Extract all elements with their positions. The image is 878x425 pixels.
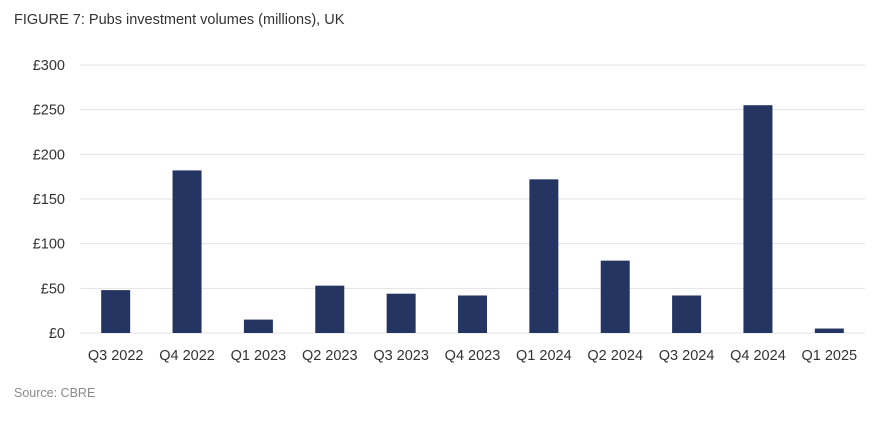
bar [386, 293, 416, 333]
bar [743, 105, 773, 333]
bar [672, 295, 702, 333]
y-tick-label: £150 [33, 192, 65, 208]
bar [101, 290, 131, 333]
x-tick-label: Q1 2024 [516, 348, 572, 364]
bars [101, 105, 844, 333]
x-tick-label: Q3 2022 [88, 348, 144, 364]
x-axis-ticks: Q3 2022 Q4 2022 Q1 2023 Q2 2023 Q3 2023 Q4 20… [88, 348, 857, 364]
x-tick-label: Q3 2023 [373, 348, 429, 364]
y-tick-label: £0 [49, 326, 65, 342]
bar [458, 295, 487, 333]
x-tick-label: Q4 2024 [730, 348, 786, 364]
x-tick-label: Q2 2023 [302, 348, 358, 364]
x-tick-label: Q4 2022 [159, 348, 215, 364]
bar [600, 260, 630, 333]
bar [172, 170, 202, 333]
y-tick-label: £200 [33, 147, 65, 163]
y-tick-label: £50 [41, 281, 65, 297]
x-tick-label: Q1 2025 [801, 348, 857, 364]
x-tick-label: Q4 2023 [445, 348, 501, 364]
bar [243, 319, 273, 333]
y-tick-label: £300 [33, 58, 65, 74]
source-note: Source: CBRE [14, 386, 96, 400]
y-tick-label: £250 [33, 103, 65, 119]
x-tick-label: Q1 2023 [231, 348, 287, 364]
bar [529, 179, 559, 333]
y-tick-label: £100 [33, 237, 65, 253]
bar [315, 285, 345, 333]
y-axis-ticks: £0 £50 £100 £150 £200 £250 £300 [33, 58, 65, 342]
x-tick-label: Q2 2024 [587, 348, 643, 364]
chart-title: FIGURE 7: Pubs investment volumes (milli… [14, 12, 345, 28]
x-tick-label: Q3 2024 [659, 348, 715, 364]
bar [814, 328, 844, 333]
